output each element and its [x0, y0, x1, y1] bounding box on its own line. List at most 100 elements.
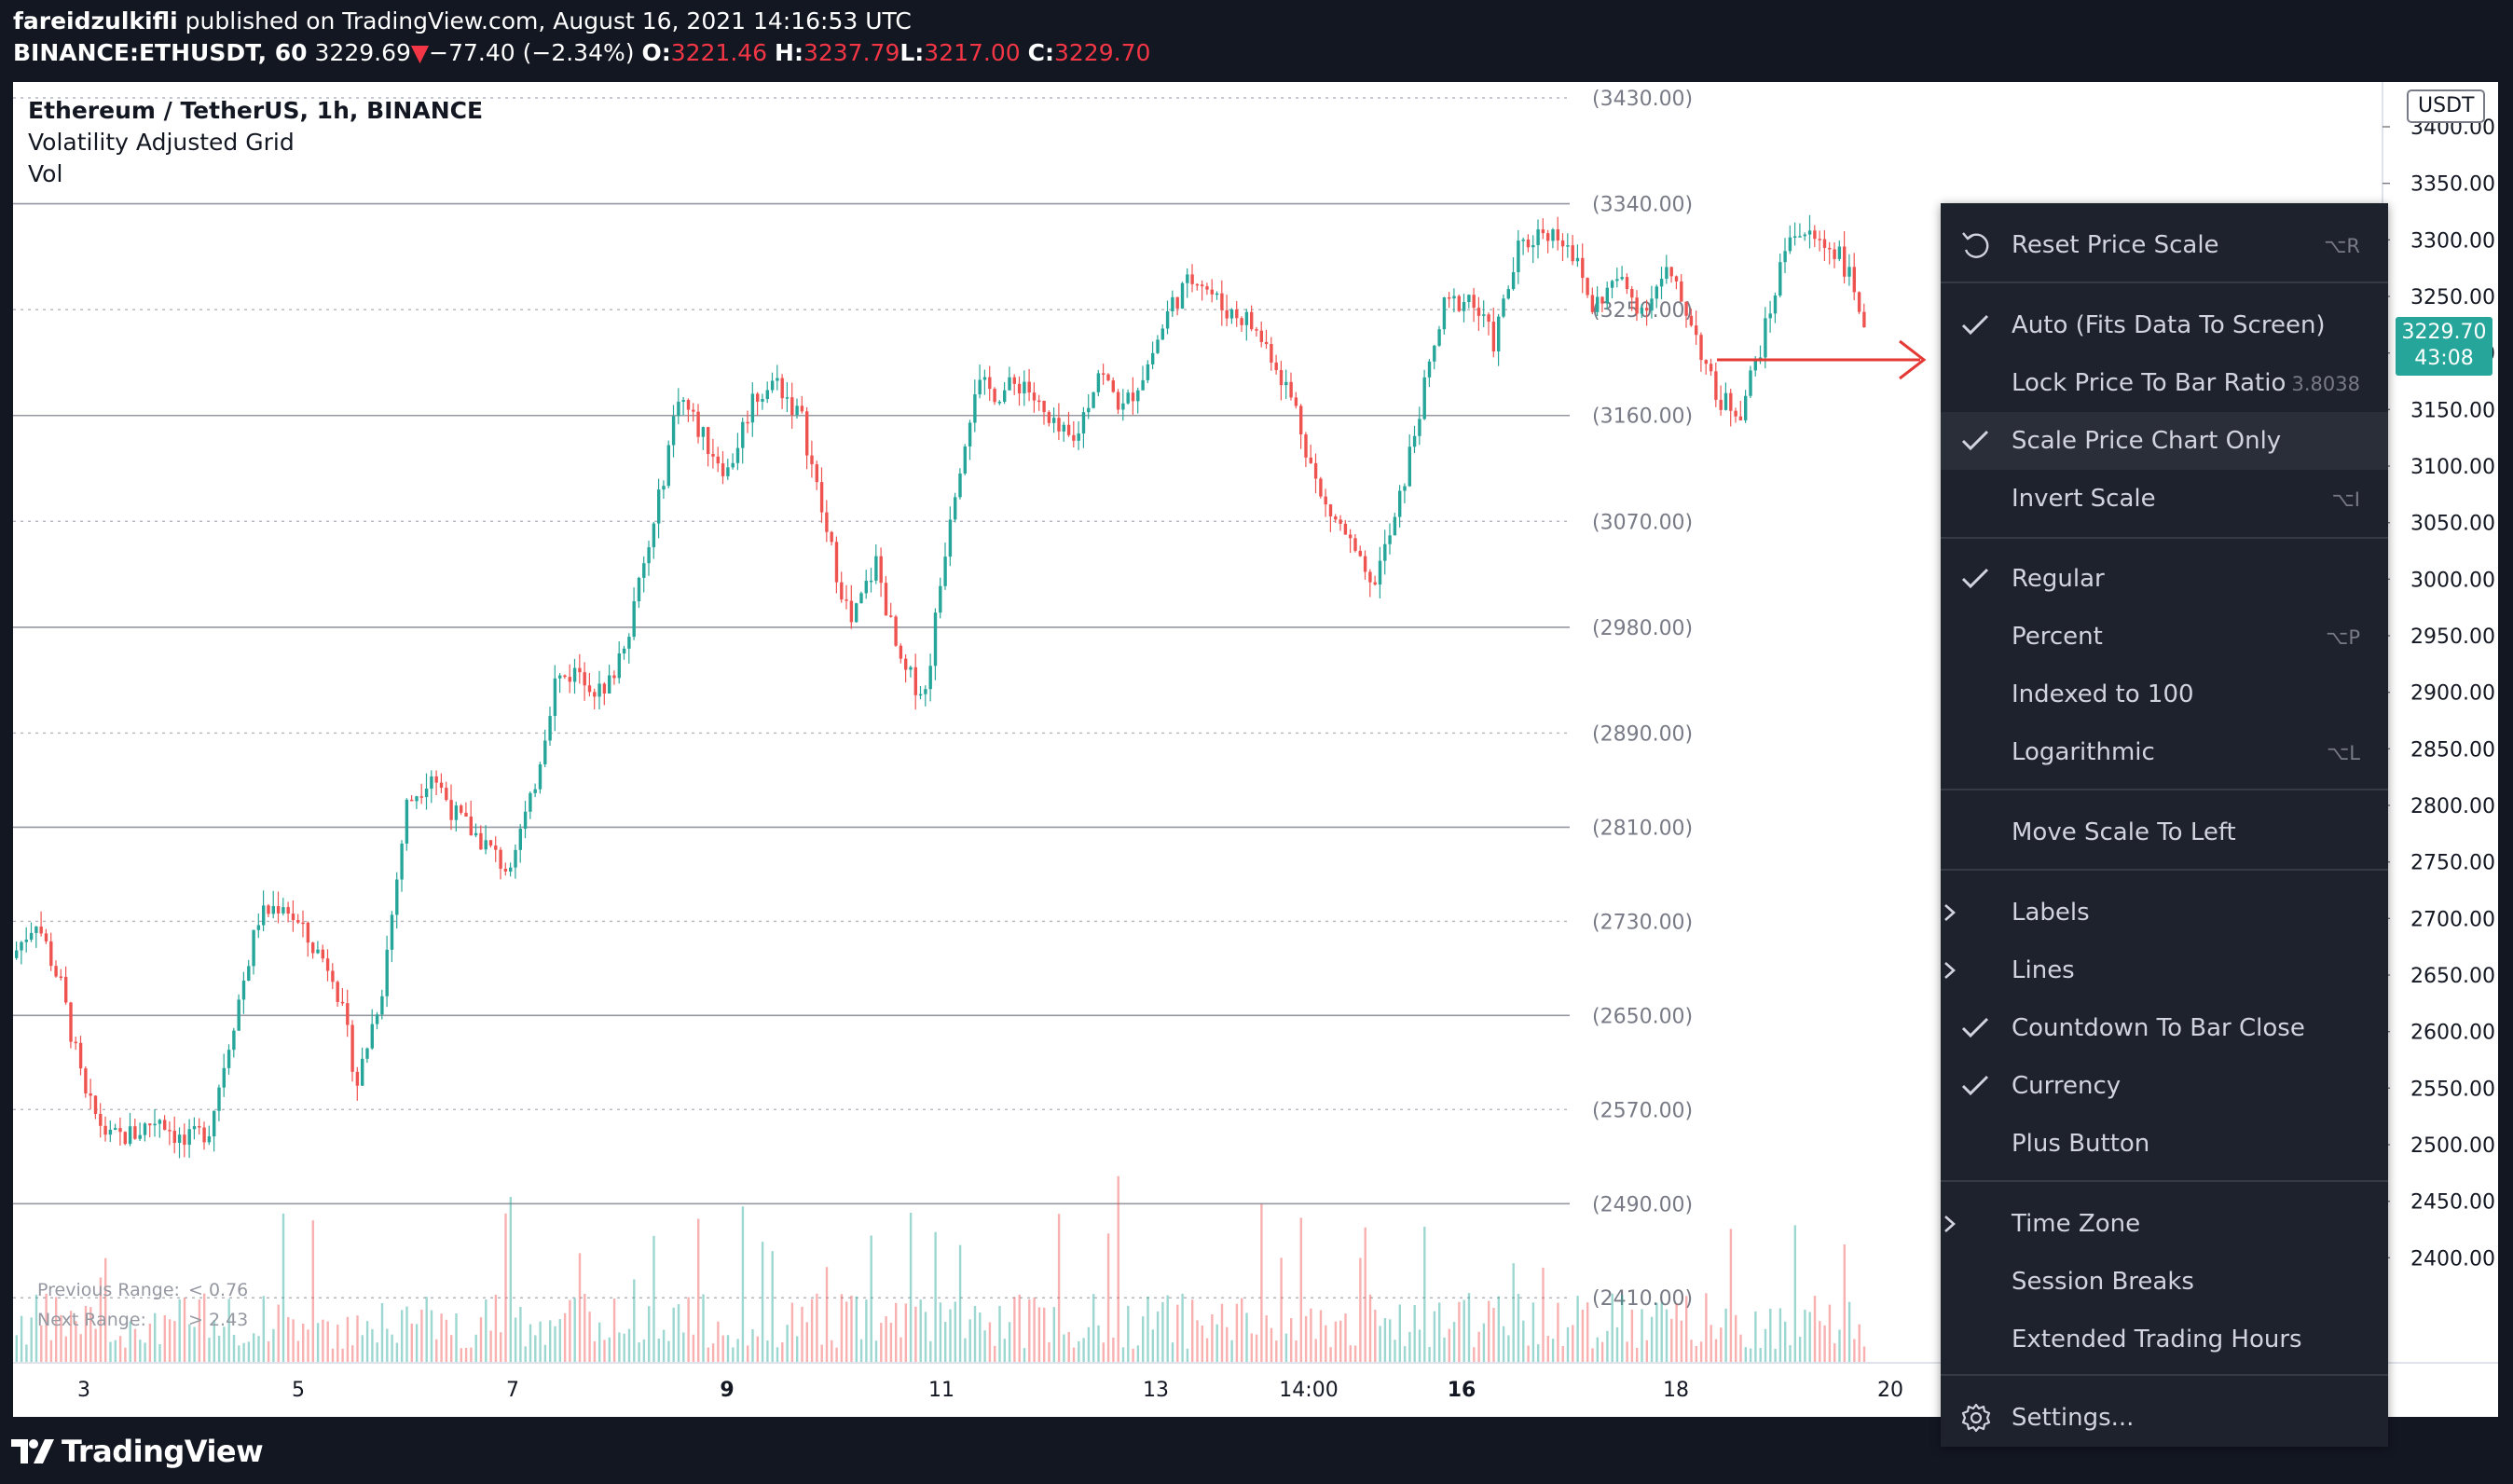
candle-body: [514, 849, 517, 868]
volume-bar: [1121, 1347, 1125, 1363]
menu-extended-hours[interactable]: Extended Trading Hours: [1941, 1311, 2388, 1368]
candle-body: [1560, 240, 1565, 247]
chart-area[interactable]: (3430.00)(3340.00)(3250.00)(3160.00)(307…: [13, 82, 2498, 1447]
grid-label: (2980.00): [1592, 617, 1693, 640]
candle-body: [1408, 447, 1411, 487]
candle-body: [612, 675, 616, 679]
volume-bar: [924, 1312, 927, 1363]
menu-invert-scale[interactable]: Invert Scale ⌥I: [1941, 470, 2388, 528]
candle-body: [543, 740, 547, 764]
legend-indicator[interactable]: Volatility Adjusted Grid: [28, 129, 295, 156]
volume-bar: [232, 1334, 236, 1363]
menu-regular[interactable]: Regular: [1941, 550, 2388, 608]
candle-body: [859, 593, 863, 604]
menu-session-breaks[interactable]: Session Breaks: [1941, 1253, 2388, 1311]
candle-body: [202, 1127, 206, 1143]
volume-bar: [929, 1340, 932, 1363]
candle-body: [572, 667, 577, 682]
menu-countdown[interactable]: Countdown To Bar Close: [1941, 999, 2388, 1057]
menu-scale-price-chart-only[interactable]: Scale Price Chart Only: [1941, 412, 2388, 470]
volume-bar: [1428, 1346, 1431, 1363]
menu-label: Scale Price Chart Only: [2012, 427, 2282, 455]
menu-plus-button[interactable]: Plus Button: [1941, 1115, 2388, 1173]
candle-body: [118, 1128, 122, 1133]
candle-body: [385, 949, 389, 996]
candle-body: [1695, 325, 1698, 336]
volume-bar: [1003, 1339, 1006, 1363]
volume-bar: [1838, 1329, 1841, 1363]
candle-body: [1803, 234, 1806, 237]
volume-bar: [1561, 1345, 1564, 1363]
volume-bar: [188, 1324, 191, 1363]
menu-auto-fit[interactable]: Auto (Fits Data To Screen): [1941, 296, 2388, 354]
chart-canvas[interactable]: (3430.00)(3340.00)(3250.00)(3160.00)(307…: [13, 82, 2498, 1417]
menu-reset-price-scale[interactable]: Reset Price Scale ⌥R: [1941, 216, 2388, 274]
candle-body: [1378, 560, 1382, 585]
volume-bar: [262, 1296, 265, 1363]
candle-body: [1773, 295, 1778, 314]
candle-body: [533, 789, 537, 793]
candle-body: [1319, 478, 1323, 497]
menu-move-scale-left[interactable]: Move Scale To Left: [1941, 804, 2388, 861]
volume-bar: [425, 1297, 428, 1363]
candle-body: [608, 675, 611, 694]
candle-body: [1837, 246, 1842, 259]
author-name[interactable]: fareidzulkifli: [13, 7, 178, 34]
volume-bar: [796, 1336, 799, 1363]
menu-settings[interactable]: Settings...: [1941, 1389, 2388, 1447]
menu-lock-ratio[interactable]: Lock Price To Bar Ratio 3.8038: [1941, 354, 2388, 412]
volume-bar: [1448, 1328, 1450, 1363]
volume-bar: [1482, 1323, 1486, 1363]
candle-body: [1482, 314, 1486, 316]
candle-body: [1437, 329, 1441, 346]
volume-bar: [1591, 1348, 1594, 1363]
currency-badge[interactable]: USDT: [2407, 89, 2486, 123]
menu-label: Session Breaks: [2012, 1268, 2194, 1296]
candle-body: [1131, 392, 1135, 402]
volume-bar: [346, 1316, 350, 1363]
menu-indexed[interactable]: Indexed to 100: [1941, 666, 2388, 723]
volume-bar: [1142, 1316, 1145, 1363]
volume-bar: [272, 1328, 275, 1363]
volume-bar: [1458, 1301, 1461, 1363]
menu-lines[interactable]: Lines: [1941, 941, 2388, 999]
candle-body: [138, 1134, 142, 1139]
candle-body: [716, 456, 720, 464]
menu-labels[interactable]: Labels: [1941, 884, 2388, 941]
volume-bar: [1467, 1293, 1471, 1363]
candle-body: [227, 1050, 231, 1068]
volume-bar: [1843, 1244, 1846, 1363]
menu-logarithmic[interactable]: Logarithmic ⌥L: [1941, 723, 2388, 781]
volume-bar: [1186, 1348, 1189, 1363]
volume-bar: [1319, 1310, 1323, 1363]
candle-body: [1388, 535, 1392, 544]
candle-body: [1749, 370, 1752, 396]
menu-time-zone[interactable]: Time Zone: [1941, 1195, 2388, 1253]
symbol-line: BINANCE:ETHUSDT, 60 3229.69▼−77.40 (−2.3…: [13, 37, 1150, 69]
volume-bar: [1235, 1303, 1239, 1363]
menu-currency[interactable]: Currency: [1941, 1057, 2388, 1115]
volume-bar: [801, 1306, 803, 1363]
candle-body: [252, 929, 255, 967]
candle-body: [1057, 418, 1061, 432]
candle-body: [1590, 295, 1595, 312]
volume-bar: [1028, 1298, 1031, 1363]
candle-body: [390, 914, 394, 950]
candle-body: [1250, 311, 1254, 330]
volume-bar: [168, 1319, 172, 1363]
tradingview-logo[interactable]: TradingView: [11, 1430, 264, 1473]
volume-bar: [1477, 1331, 1480, 1363]
menu-percent[interactable]: Percent ⌥P: [1941, 608, 2388, 666]
volume-bar: [1546, 1336, 1549, 1363]
volume-bar: [732, 1347, 735, 1363]
volume-bar: [1769, 1308, 1772, 1363]
volume-bar: [1325, 1325, 1327, 1363]
volume-bar: [198, 1299, 201, 1363]
legend-title[interactable]: Ethereum / TetherUS, 1h, BINANCE: [28, 97, 484, 124]
legend-volume[interactable]: Vol: [28, 160, 63, 187]
time-tick-label: 3: [77, 1379, 90, 1402]
volume-bar: [958, 1244, 962, 1363]
candle-body: [1037, 400, 1041, 403]
volume-bar: [588, 1312, 591, 1363]
candle-body: [1738, 416, 1743, 420]
